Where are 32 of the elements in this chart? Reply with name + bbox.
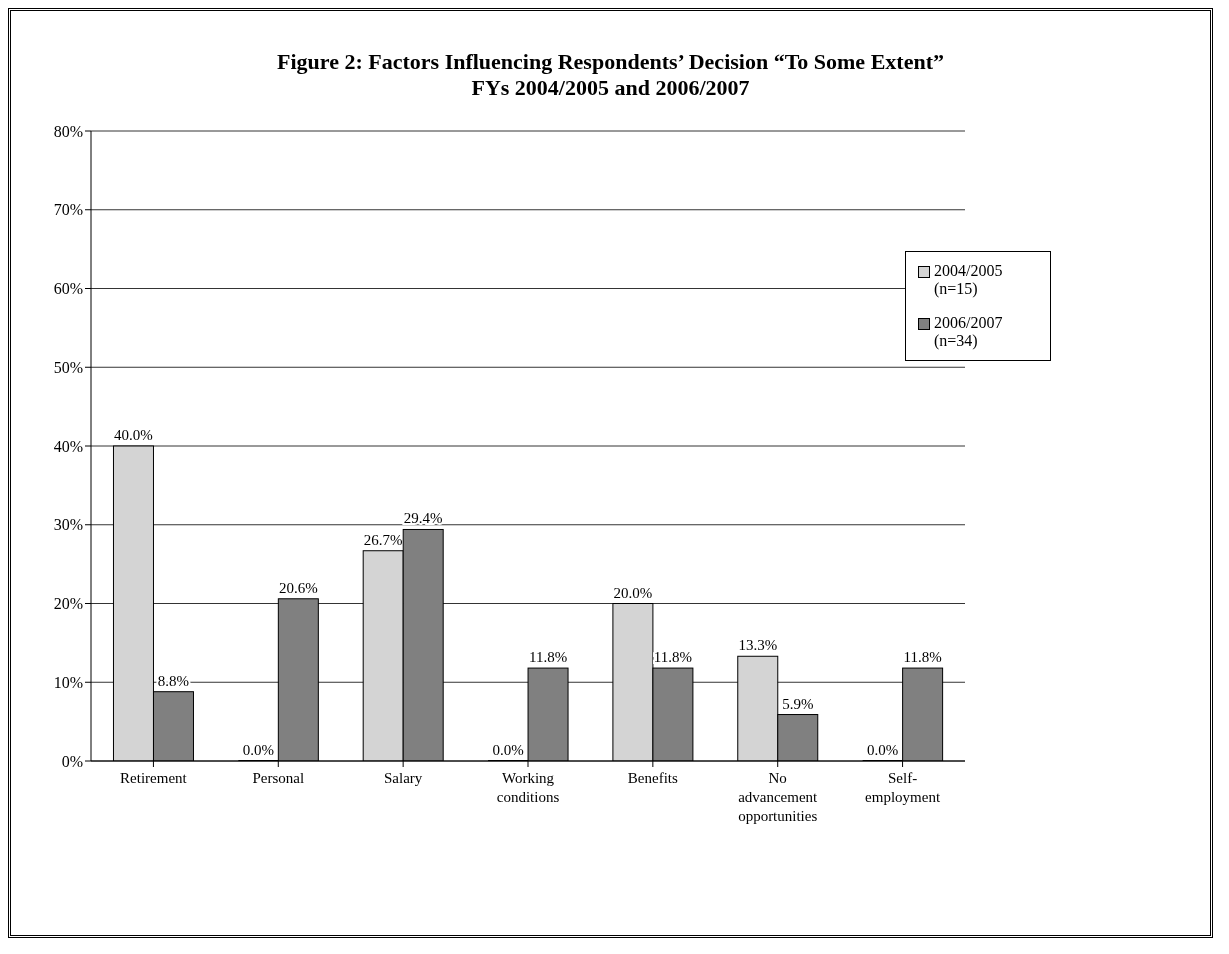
x-tick-label: Benefits: [627, 770, 679, 786]
x-tick-label: Personal: [252, 770, 305, 786]
data-label: 29.4%: [403, 510, 443, 527]
x-tick-label: No advancement opportunities: [738, 770, 819, 824]
y-tick-label: 20%: [53, 595, 83, 613]
data-label: 11.8%: [528, 649, 568, 666]
data-label: 0.0%: [242, 742, 274, 758]
x-tick-label: Salary: [383, 770, 423, 786]
data-label: 20.0%: [613, 584, 653, 601]
data-label: 0.0%: [492, 742, 524, 758]
data-label: 13.3%: [738, 637, 778, 654]
y-tick-label: 80%: [53, 122, 83, 140]
legend-label: 2006/2007 (n=34): [934, 314, 1003, 350]
data-label: 40.0%: [114, 427, 153, 443]
data-label: 5.9%: [782, 695, 814, 712]
y-tick-label: 70%: [53, 201, 83, 219]
y-tick-label: 10%: [53, 673, 83, 691]
chart-title: Figure 2: Factors Influencing Respondents’ Decision “To Some Extent” FYs 2004/2005 and 2006/2007: [276, 49, 945, 101]
data-label: 0.0%: [866, 742, 899, 758]
x-tick-label: Retirement: [120, 770, 188, 786]
x-tick-label: Working conditions: [496, 770, 560, 805]
data-label: 26.7%: [363, 531, 403, 548]
y-tick-label: 30%: [53, 516, 83, 534]
y-tick-label: 50%: [53, 358, 83, 376]
y-tick-label: 60%: [53, 280, 83, 298]
y-tick-label: 40%: [53, 437, 83, 455]
data-label: 11.8%: [903, 649, 942, 666]
data-label: 11.8%: [653, 649, 692, 666]
data-label: 20.6%: [278, 579, 318, 596]
legend-label: 2004/2005 (n=15): [934, 262, 1003, 298]
x-tick-label: Self-employment: [865, 770, 941, 805]
y-tick-label: 0%: [61, 752, 83, 770]
